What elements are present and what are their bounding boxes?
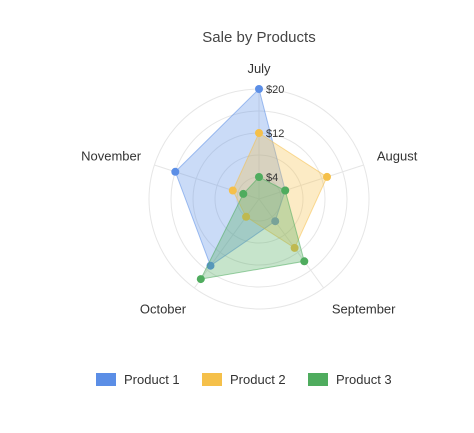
legend: Product 1 Product 2 Product 3 [96, 372, 392, 387]
series-3 [196, 173, 309, 284]
chart-title: Sale by Products [202, 29, 315, 46]
legend-label: Product 1 [124, 372, 180, 387]
data-point[interactable] [300, 257, 309, 266]
data-point[interactable] [242, 212, 251, 221]
data-point[interactable] [271, 217, 280, 226]
series-layer [171, 85, 331, 284]
legend-swatch [202, 373, 222, 386]
data-point[interactable] [281, 186, 290, 195]
series-2 [228, 129, 331, 252]
data-point[interactable] [255, 85, 263, 93]
data-point[interactable] [323, 172, 331, 181]
legend-item[interactable]: Product 3 [308, 372, 392, 387]
category-label: September [332, 301, 396, 316]
tick-label: $20 [266, 84, 284, 96]
data-point[interactable] [239, 189, 248, 198]
legend-label: Product 3 [336, 372, 392, 387]
grid-spoke [258, 198, 325, 289]
data-point[interactable] [171, 167, 180, 176]
label-layer: $4 $12 $20 July August September October Novemb… [81, 61, 418, 316]
category-label: October [140, 301, 187, 316]
series-area [232, 132, 328, 249]
legend-swatch [96, 373, 116, 386]
tick-label: $12 [266, 128, 284, 140]
legend-swatch [308, 373, 328, 386]
category-label: August [377, 149, 418, 164]
legend-item[interactable]: Product 2 [202, 372, 286, 387]
tick-label: $4 [266, 172, 278, 184]
legend-item[interactable]: Product 1 [96, 372, 180, 387]
data-point[interactable] [255, 129, 263, 137]
category-label: November [81, 149, 142, 164]
data-point[interactable] [255, 173, 263, 181]
category-label: July [247, 61, 271, 76]
grid-spoke [258, 164, 364, 200]
legend-label: Product 2 [230, 372, 286, 387]
data-point[interactable] [196, 275, 205, 284]
data-point[interactable] [290, 243, 299, 252]
data-point[interactable] [228, 186, 237, 195]
